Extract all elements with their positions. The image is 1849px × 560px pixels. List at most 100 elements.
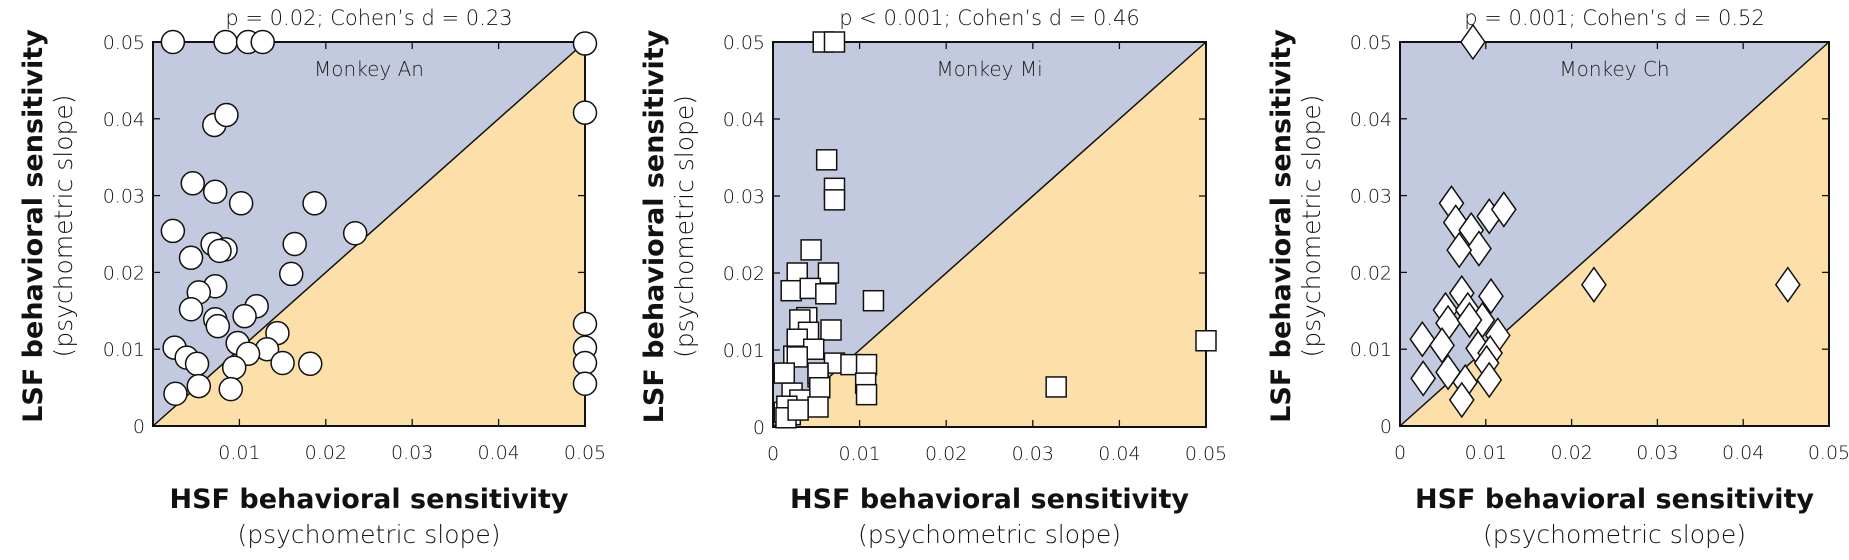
unity-line [1399,41,1830,427]
y-tick-label: 0 [753,417,765,439]
data-point [1774,266,1801,303]
monkey-label: Monkey Ch [1559,57,1669,81]
data-point [1448,381,1475,419]
y-tick-label: 0.02 [103,262,145,284]
x-tick-label: 0.02 [925,443,967,465]
y-tick-label: 0.03 [1350,186,1392,208]
x-axis-label: HSF behavioral sensitivity [1415,484,1814,515]
panel-stats-title: p < 0.001; Cohen’s d = 0.46 [839,6,1140,30]
x-tick-label: 0.04 [1098,443,1140,465]
data-point [820,319,842,341]
x-axis-sublabel: (psychometric slope) [237,520,500,549]
y-tick-label: 0.01 [103,339,145,361]
data-point [218,376,244,402]
data-point [809,376,831,399]
x-tick-label: 0 [1394,442,1406,464]
data-point [1476,361,1503,399]
data-point [855,353,878,376]
data-point [815,283,837,305]
data-point [1045,376,1067,398]
data-point [160,29,186,55]
data-point [160,218,186,244]
data-point [180,171,205,196]
panel-monkey-ch: 0 0.01 0.02 0.03 0.04 0.05 0 0.01 0.02 0.03 0.04 0.… [1266,6,1849,549]
data-points [1409,23,1801,419]
monkey-label: Monkey Mi [936,57,1042,81]
data-point [178,245,204,271]
x-tick-label: 0.05 [1185,443,1227,465]
data-point [202,179,228,205]
data-point [817,262,840,284]
axes-frame [152,41,586,427]
panel-stats-title: p = 0.001; Cohen’s d = 0.52 [1464,6,1765,30]
y-tick-label: 0.04 [103,109,145,131]
axes-frame [1399,41,1830,427]
x-tick-label: 0.04 [477,442,519,464]
x-tick-label: 0.05 [1808,442,1849,464]
x-axis-sublabel: (psychometric slope) [1483,520,1746,549]
data-point [1195,330,1217,352]
data-point [855,383,878,406]
data-point [823,31,846,53]
x-tick-label: 0.01 [1465,442,1507,464]
data-point [800,239,822,261]
x-tick-label: 0.04 [1722,442,1764,464]
x-tick-label: 0.01 [838,443,880,465]
y-tick-label: 0.04 [1350,109,1392,131]
x-tick-label: 0 [767,443,779,465]
y-axis-sublabel: (psychometric slope) [1297,94,1326,357]
y-tick-label: 0 [1380,416,1392,438]
data-point [1460,23,1486,61]
y-axis-label: LSF behavioral sensitivity [639,29,670,423]
data-point [572,350,598,376]
axes-frame [772,41,1207,428]
data-point [163,381,188,406]
x-tick-label: 0.02 [305,442,347,464]
x-axis-label: HSF behavioral sensitivity [790,484,1189,515]
data-point [1456,301,1483,339]
data-point [773,362,796,384]
data-point [278,261,304,287]
data-point [1478,277,1504,315]
x-tick-label: 0.02 [1550,442,1592,464]
data-point [862,289,885,312]
monkey-label: Monkey An [314,57,424,81]
y-tick-label: 0.05 [723,32,765,54]
y-tick-label: 0.01 [723,340,765,362]
y-axis-label: LSF behavioral sensitivity [1266,29,1297,423]
data-point [232,303,257,329]
x-tick-label: 0.03 [1012,443,1054,465]
data-point [780,279,802,302]
data-point [1409,320,1436,358]
x-tick-label: 0.01 [218,442,260,464]
data-point [1466,230,1492,267]
data-point [184,351,210,377]
y-tick-label: 0.03 [723,186,765,208]
data-point [186,373,212,399]
data-point [1580,266,1607,303]
x-tick-label: 0.03 [1636,442,1678,464]
data-point [342,220,368,246]
data-point [228,191,254,216]
data-point [1490,191,1517,228]
data-point [572,100,598,125]
panel-stats-title: p = 0.02; Cohen’s d = 0.23 [225,6,512,30]
data-point [572,371,598,397]
data-point [807,396,829,418]
panel-monkey-mi: 0 0.01 0.02 0.03 0.04 0.05 0 0.01 0.02 0.03 0.04 0.… [639,6,1227,549]
data-point [178,297,204,322]
data-point [205,313,231,339]
y-axis-sublabel: (psychometric slope) [49,94,78,357]
y-tick-label: 0.04 [723,109,765,131]
data-point [572,31,598,56]
data-point [1429,327,1455,364]
y-tick-label: 0.02 [1350,262,1392,284]
data-point [250,29,275,55]
data-point [282,231,307,257]
data-point [823,189,846,211]
data-points [160,29,598,406]
data-point [270,350,295,376]
x-tick-label: 0.03 [391,442,433,464]
data-point [213,29,238,55]
